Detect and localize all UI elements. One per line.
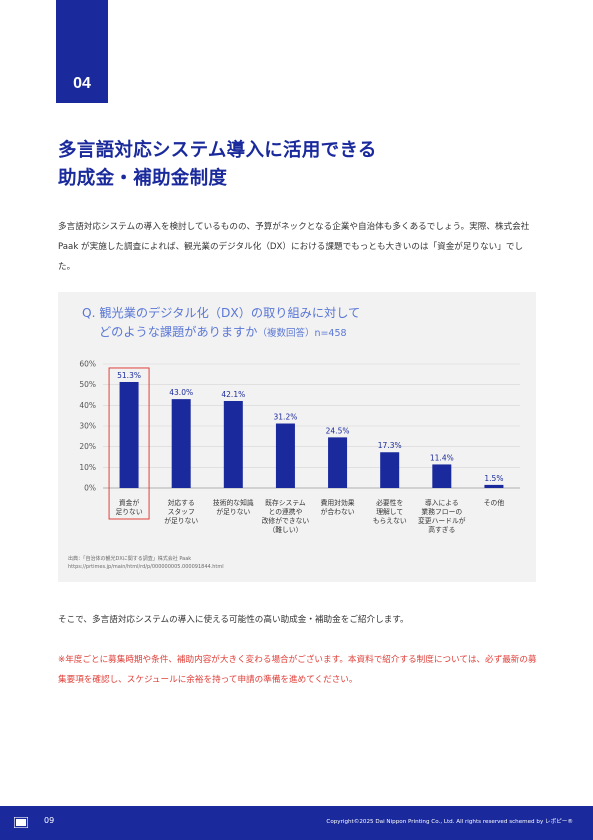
category-label: 変更ハードルが xyxy=(418,516,466,525)
data-label: 42.1% xyxy=(221,390,245,399)
category-label: 足りない xyxy=(115,508,142,516)
category-label: が足りない xyxy=(164,516,198,525)
data-label: 43.0% xyxy=(169,388,193,397)
section-number-tab: 04 xyxy=(56,0,108,103)
section-number: 04 xyxy=(73,75,91,92)
bar xyxy=(171,399,191,488)
category-label: 資金が xyxy=(119,498,140,507)
page-title-line-2: 助成金・補助金制度 xyxy=(58,168,228,189)
y-tick-label: 0% xyxy=(84,484,96,493)
highlight-frame xyxy=(108,367,150,520)
category-label: 導入による xyxy=(425,498,459,507)
category-label: 理解して xyxy=(376,507,403,516)
chart-question-line-1: Q. 観光業のデジタル化（DX）の取り組みに対して xyxy=(82,306,361,320)
data-label: 17.3% xyxy=(378,441,402,450)
category-label: が足りない xyxy=(216,507,250,516)
bar xyxy=(275,423,295,488)
bar xyxy=(223,400,243,488)
category-label: との連携や xyxy=(268,507,302,516)
source-line-1: 出典：「自治体の観光DXに関する調査」株式会社 Paak xyxy=(68,556,192,562)
y-tick-label: 20% xyxy=(79,442,96,451)
source-url: https://prtimes.jp/main/html/rd/p/000000… xyxy=(68,564,224,570)
y-tick-label: 10% xyxy=(79,463,96,472)
data-label: 31.2% xyxy=(274,413,298,422)
category-label: （難しい） xyxy=(268,525,302,534)
book-icon xyxy=(14,817,28,828)
caution-note: ※年度ごとに募集時期や条件、補助内容が大きく変わる場合がございます。本資料で紹介… xyxy=(58,655,537,685)
bar xyxy=(328,437,348,488)
category-label: もらえない xyxy=(373,517,407,525)
y-tick-label: 30% xyxy=(79,422,96,431)
chart-question-line-2: どのような課題がありますか（複数回答）n=458 xyxy=(99,322,347,340)
data-label: 11.4% xyxy=(430,453,454,462)
category-label: が合わない xyxy=(321,507,355,516)
category-label: 高すぎる xyxy=(428,525,455,534)
bar-chart: 0% 10% 20% 30% 40% 50% 60% 51.3% 資金が足りない 43.0% 対応す… xyxy=(79,360,520,534)
category-label: 技術的な知識 xyxy=(213,498,254,507)
bar xyxy=(484,484,504,488)
data-label: 24.5% xyxy=(326,426,350,435)
category-label: その他 xyxy=(484,498,505,507)
page-footer: 09 Copyright©2025 Dai Nippon Printing Co… xyxy=(0,806,593,840)
y-tick-label: 50% xyxy=(79,380,96,389)
bar xyxy=(380,452,400,488)
chart-question-note: （複数回答）n=458 xyxy=(257,328,347,339)
bar xyxy=(432,464,452,488)
copyright-text: Copyright©2025 Dai Nippon Printing Co., … xyxy=(326,819,573,825)
page-title: 多言語対応システム導入に活用できる 助成金・補助金制度 xyxy=(58,137,538,193)
followup-paragraph: そこで、多言語対応システムの導入に使える可能性の高い助成金・補助金をご紹介します… xyxy=(58,615,409,625)
category-label: 必要性を xyxy=(376,498,403,507)
category-label: 既存システム xyxy=(265,498,306,507)
category-label: 対応する xyxy=(168,498,195,507)
category-label: 業務フローの xyxy=(421,507,462,516)
page-number: 09 xyxy=(44,816,55,825)
bar xyxy=(119,381,139,488)
y-tick-label: 60% xyxy=(79,360,96,369)
data-label: 51.3% xyxy=(117,371,141,380)
survey-chart-panel: Q. 観光業のデジタル化（DX）の取り組みに対して どのような課題がありますか（… xyxy=(58,292,536,582)
category-label: 改修ができない xyxy=(262,516,310,525)
category-label: 費用対効果 xyxy=(321,498,355,507)
data-label: 1.5% xyxy=(484,474,503,483)
chart-question-text: どのような課題がありますか xyxy=(99,325,258,339)
category-label: スタッフ xyxy=(168,507,195,516)
intro-paragraph: 多言語対応システムの導入を検討しているものの、予算がネックとなる企業や自治体も多… xyxy=(58,222,530,272)
page-title-line-1: 多言語対応システム導入に活用できる xyxy=(58,140,377,161)
y-tick-label: 40% xyxy=(79,401,96,410)
